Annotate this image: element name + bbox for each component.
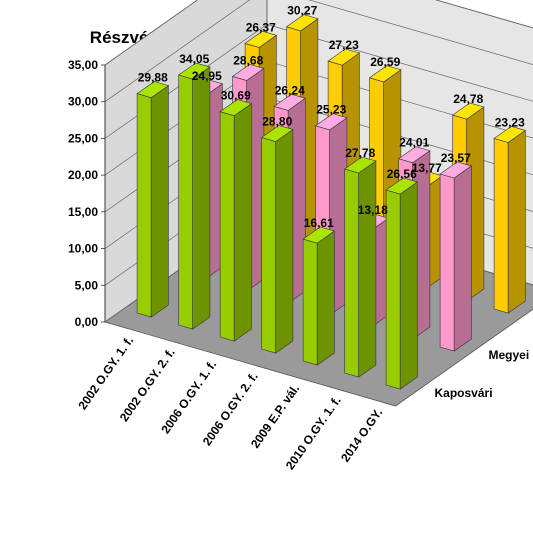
data-label: 16,61	[304, 216, 334, 230]
bar-top	[177, 62, 211, 80]
bar-top	[385, 177, 419, 195]
bar-side	[316, 230, 335, 366]
bar-side	[192, 66, 211, 330]
y-tick-label: 10,00	[68, 242, 98, 256]
data-label: 30,27	[287, 4, 317, 18]
data-label: 13,18	[358, 203, 388, 217]
data-label: 24,78	[453, 92, 483, 106]
data-label: 28,68	[233, 53, 263, 67]
bar-top	[273, 93, 307, 111]
data-label: 30,69	[221, 89, 251, 103]
data-label: 34,05	[179, 52, 209, 66]
data-label: 26,56	[387, 167, 417, 181]
bar-front	[344, 168, 360, 378]
data-label: 27,78	[345, 146, 375, 160]
y-tick-label: 15,00	[68, 205, 98, 219]
bar-top	[302, 226, 336, 244]
bar-side	[453, 165, 472, 352]
gridline	[104, 0, 533, 66]
bar-top	[244, 30, 278, 48]
bar-front	[261, 137, 277, 354]
bar-top	[368, 65, 402, 83]
bar-top	[285, 14, 319, 32]
data-label: 24,95	[192, 69, 222, 83]
bar-top	[451, 102, 485, 120]
bar-front	[439, 173, 455, 352]
bar-top	[136, 81, 170, 99]
bar-front	[136, 93, 152, 318]
bar-front	[302, 238, 318, 366]
data-label: 25,23	[316, 103, 346, 117]
bar-top	[343, 156, 377, 174]
bar-top	[260, 125, 294, 142]
bar-side	[275, 128, 294, 354]
y-tick-label: 35,00	[68, 58, 98, 72]
data-label: 24,01	[399, 136, 429, 150]
bar-side	[358, 160, 377, 378]
bar-top	[219, 99, 253, 117]
bar-top	[493, 125, 527, 143]
x-tick-label: 2010 O.GY. 1. f.	[283, 394, 344, 473]
data-label: 29,88	[138, 71, 168, 85]
series-label: Megyei	[489, 348, 530, 362]
bar-side	[399, 181, 418, 390]
bar-front	[385, 189, 401, 390]
bar-side	[507, 129, 526, 314]
data-label: 23,57	[441, 151, 471, 165]
x-tick-label: 2009 E.P. vál.	[248, 382, 302, 451]
y-tick-label: 30,00	[68, 95, 98, 109]
data-label: 23,23	[495, 115, 525, 129]
bar-top	[231, 63, 265, 81]
bar-front	[178, 74, 193, 330]
gridline	[104, 0, 533, 102]
y-tick-label: 20,00	[68, 168, 98, 182]
data-label: 26,24	[275, 83, 305, 97]
data-label: 26,59	[370, 55, 400, 69]
bar-front	[493, 138, 509, 314]
x-tick-label: 2014 O.GY.	[338, 406, 385, 465]
bar-top	[314, 113, 348, 131]
series-label: Kaposvári	[435, 386, 493, 400]
bar-top	[439, 161, 473, 179]
data-label: 13,77	[412, 161, 442, 175]
bar-front	[219, 111, 235, 342]
bar-side	[150, 85, 169, 318]
bar-top	[327, 48, 361, 66]
data-label: 26,37	[246, 20, 276, 34]
y-tick-label: 0,00	[75, 315, 99, 329]
data-label: 27,23	[329, 38, 359, 52]
y-tick-label: 25,00	[68, 131, 98, 145]
bar-top	[397, 146, 431, 164]
data-label: 28,80	[262, 115, 292, 129]
y-tick-label: 5,00	[75, 278, 99, 292]
bar-side	[233, 103, 252, 342]
